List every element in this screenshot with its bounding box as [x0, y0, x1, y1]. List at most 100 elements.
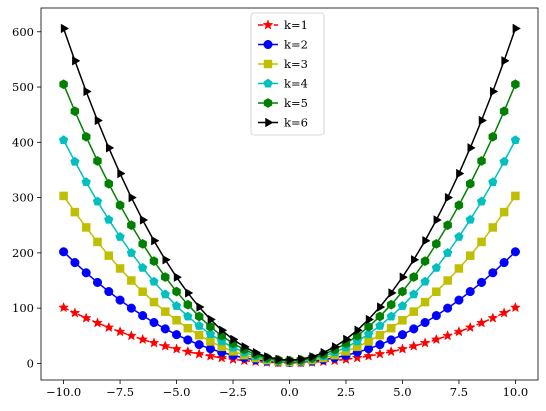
data-point-marker: [286, 355, 296, 365]
data-point-marker: [263, 59, 273, 69]
legend-item: k=3: [258, 57, 308, 71]
data-point-marker: [397, 330, 408, 340]
x-tick-label: −2.5: [219, 385, 247, 399]
legend: k=1 k=2 k=3 k=4 k=5 k=6: [250, 12, 325, 136]
data-point-marker: [375, 320, 385, 330]
data-point-marker: [115, 200, 125, 211]
data-point-marker: [409, 272, 418, 282]
data-point-marker: [363, 350, 374, 361]
data-point-marker: [115, 264, 125, 273]
data-point-marker: [298, 354, 307, 365]
data-point-marker: [488, 268, 498, 278]
data-point-marker: [431, 262, 442, 272]
data-point-marker: [230, 334, 239, 345]
x-tick-label: 10.0: [503, 385, 529, 399]
data-point-marker: [149, 297, 159, 307]
data-point-marker: [365, 314, 375, 325]
data-point-marker: [477, 237, 486, 247]
data-point-marker: [83, 86, 92, 97]
data-point-marker: [420, 256, 430, 267]
data-point-marker: [419, 337, 431, 348]
data-point-marker: [385, 345, 397, 357]
x-tick-label: 0.0: [280, 385, 298, 399]
data-point-marker: [125, 330, 137, 341]
data-point-marker: [499, 257, 509, 268]
y-tick-label: 600: [12, 25, 34, 39]
axes-frame: [40, 7, 539, 381]
legend-item: k=1: [258, 18, 308, 32]
data-point-marker: [263, 98, 273, 108]
data-point-marker: [241, 342, 250, 352]
data-point-marker: [194, 330, 204, 340]
data-point-marker: [501, 56, 510, 66]
data-point-marker: [454, 200, 464, 211]
data-point-marker: [172, 286, 181, 297]
data-point-marker: [115, 295, 125, 305]
legend-item: k=2: [258, 38, 308, 52]
data-point-marker: [309, 352, 318, 362]
data-point-marker: [194, 311, 204, 322]
data-point-marker: [172, 316, 181, 325]
data-point-marker: [159, 340, 171, 351]
data-point-marker: [182, 345, 194, 357]
data-point-marker: [183, 299, 193, 310]
data-point-marker: [431, 311, 441, 321]
data-point-marker: [70, 156, 80, 166]
data-point-marker: [498, 307, 510, 318]
data-point-marker: [490, 86, 499, 97]
data-point-marker: [343, 334, 352, 345]
data-point-marker: [151, 235, 160, 246]
data-point-marker: [114, 326, 126, 337]
data-point-marker: [206, 321, 215, 332]
legend-label: k=3: [284, 57, 308, 71]
data-point-marker: [262, 19, 274, 30]
data-point-marker: [386, 299, 396, 310]
legend-label: k=2: [284, 38, 308, 52]
data-point-marker: [104, 214, 114, 224]
data-point-marker: [476, 277, 487, 287]
data-point-marker: [510, 135, 521, 145]
data-point-marker: [509, 301, 521, 313]
data-point-marker: [205, 329, 216, 339]
data-point-marker: [422, 235, 431, 246]
data-point-marker: [476, 196, 487, 206]
series-6: [60, 23, 521, 365]
data-point-marker: [104, 178, 114, 189]
data-point-marker: [59, 191, 68, 201]
data-point-marker: [443, 303, 453, 313]
data-point-marker: [70, 106, 80, 117]
data-point-marker: [58, 135, 69, 145]
data-point-marker: [93, 237, 102, 247]
data-point-marker: [320, 347, 329, 358]
data-point-marker: [126, 247, 137, 257]
data-point-marker: [117, 168, 126, 179]
data-point-marker: [443, 276, 452, 285]
data-point-marker: [499, 106, 509, 117]
data-point-marker: [477, 156, 486, 166]
data-point-marker: [148, 337, 160, 348]
x-tick-label: 7.5: [450, 385, 468, 399]
data-point-marker: [453, 326, 465, 337]
data-point-marker: [398, 316, 407, 325]
data-point-marker: [81, 223, 91, 232]
data-point-marker: [58, 301, 70, 313]
data-point-marker: [454, 295, 464, 305]
data-point-marker: [92, 196, 103, 206]
data-point-marker: [375, 311, 385, 322]
data-point-marker: [409, 289, 419, 299]
data-point-marker: [465, 251, 475, 260]
data-point-marker: [465, 214, 475, 224]
data-point-marker: [377, 302, 386, 312]
data-point-marker: [72, 56, 81, 66]
data-point-marker: [364, 337, 373, 346]
data-point-marker: [374, 348, 386, 359]
data-point-marker: [386, 323, 396, 333]
data-point-marker: [488, 223, 498, 232]
data-point-marker: [363, 329, 374, 339]
data-point-marker: [194, 340, 204, 350]
data-point-marker: [149, 317, 159, 328]
data-point-marker: [149, 256, 159, 267]
data-point-marker: [252, 347, 262, 358]
data-point-marker: [263, 39, 273, 50]
data-point-marker: [511, 191, 520, 201]
